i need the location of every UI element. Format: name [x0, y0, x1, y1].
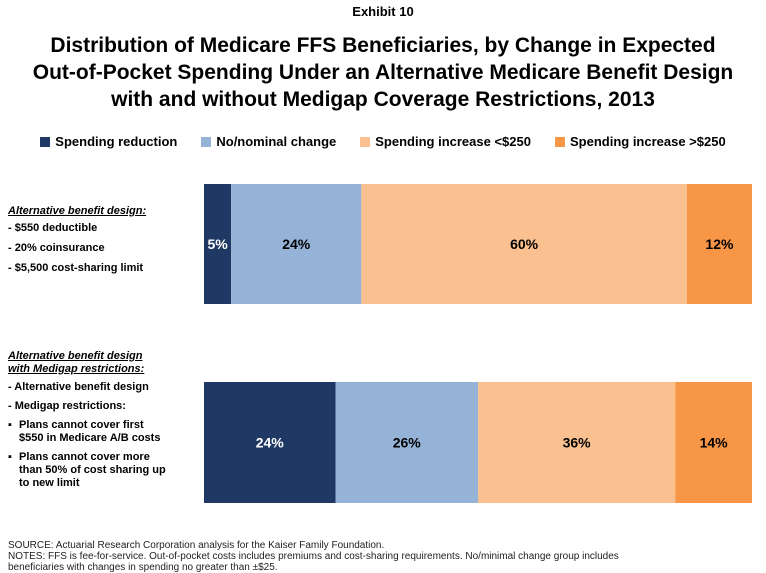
bar-segment-1-1 [204, 184, 232, 304]
group-2-heading: with Medigap restrictions: [8, 363, 145, 375]
legend-label: Spending increase <$250 [375, 134, 531, 149]
legend-swatch [201, 136, 212, 147]
legend-item-increase-over-250: Spending increase >$250 [554, 134, 726, 149]
data-label-2-3: 36% [563, 435, 592, 451]
bullet-text: Plans cannot cover first [19, 419, 144, 431]
group-1-heading: Alternative benefit design: [8, 205, 147, 217]
bullet-text: than 50% of cost sharing up [19, 464, 166, 476]
legend-label: No/nominal change [216, 134, 337, 149]
group-2-bullet: Plans cannot cover more than 50% of cost… [8, 451, 166, 490]
bullet-text: Plans cannot cover more [19, 451, 150, 463]
data-label-2-4: 14% [700, 435, 729, 451]
bullet-text: to new limit [19, 477, 80, 489]
source-note: SOURCE: Actuarial Research Corporation a… [8, 540, 385, 551]
group-1-line: - $5,500 cost-sharing limit [8, 262, 144, 274]
legend-swatch [40, 136, 51, 147]
data-label-1-3: 60% [510, 236, 539, 252]
notes-text: NOTES: FFS is fee-for-service. Out-of-po… [8, 551, 619, 562]
chart-title: Distribution of Medicare FFS Beneficiari… [0, 32, 766, 113]
group-1-line: - $550 deductible [8, 222, 98, 234]
group-2-heading: Alternative benefit design [8, 350, 143, 362]
group-2-description: Alternative benefit design with Medigap … [8, 350, 166, 490]
notes-text-continued: beneficiaries with changes in spending n… [8, 562, 278, 573]
bullet-text: $550 in Medicare A/B costs [19, 432, 161, 444]
bar-segment-1-3 [361, 184, 687, 304]
title-line-3: with and without Medigap Coverage Restri… [111, 88, 655, 111]
bar-segment-1-2 [231, 184, 362, 304]
legend-label: Spending increase >$250 [569, 134, 726, 149]
title-line-1: Distribution of Medicare FFS Beneficiari… [50, 34, 716, 57]
data-label-1-4: 12% [705, 236, 734, 252]
data-label-2-2: 26% [393, 435, 422, 451]
group-2-line: - Alternative benefit design [8, 381, 149, 393]
legend-item-no-change: No/nominal change [201, 134, 336, 149]
legend-swatch [360, 136, 371, 147]
legend-item-increase-under-250: Spending increase <$250 [360, 134, 531, 149]
legend: Spending reduction No/nominal change Spe… [0, 134, 766, 149]
footer: SOURCE: Actuarial Research Corporation a… [8, 540, 758, 573]
data-label-1-2: 24% [282, 236, 311, 252]
bar-segment-2-3 [478, 382, 676, 503]
legend-label: Spending reduction [55, 134, 178, 149]
legend-swatch [554, 136, 565, 147]
data-label-1-1: 5% [207, 236, 228, 252]
legend-item-spending-reduction: Spending reduction [40, 134, 177, 149]
title-line-2: Out-of-Pocket Spending Under an Alternat… [32, 61, 734, 84]
group-1-line: - 20% coinsurance [8, 242, 105, 254]
group-1-description: Alternative benefit design: - $550 deduc… [8, 205, 146, 275]
bar-segment-2-1 [204, 382, 336, 503]
data-label-2-1: 24% [256, 435, 285, 451]
bar-segment-2-4 [675, 382, 752, 503]
group-2-bullet: Plans cannot cover first $550 in Medicar… [8, 419, 166, 445]
exhibit-label: Exhibit 10 [352, 4, 414, 19]
bar-segment-2-2 [335, 382, 478, 503]
bar-segment-1-4 [686, 184, 752, 304]
group-2-line: - Medigap restrictions: [8, 400, 126, 412]
